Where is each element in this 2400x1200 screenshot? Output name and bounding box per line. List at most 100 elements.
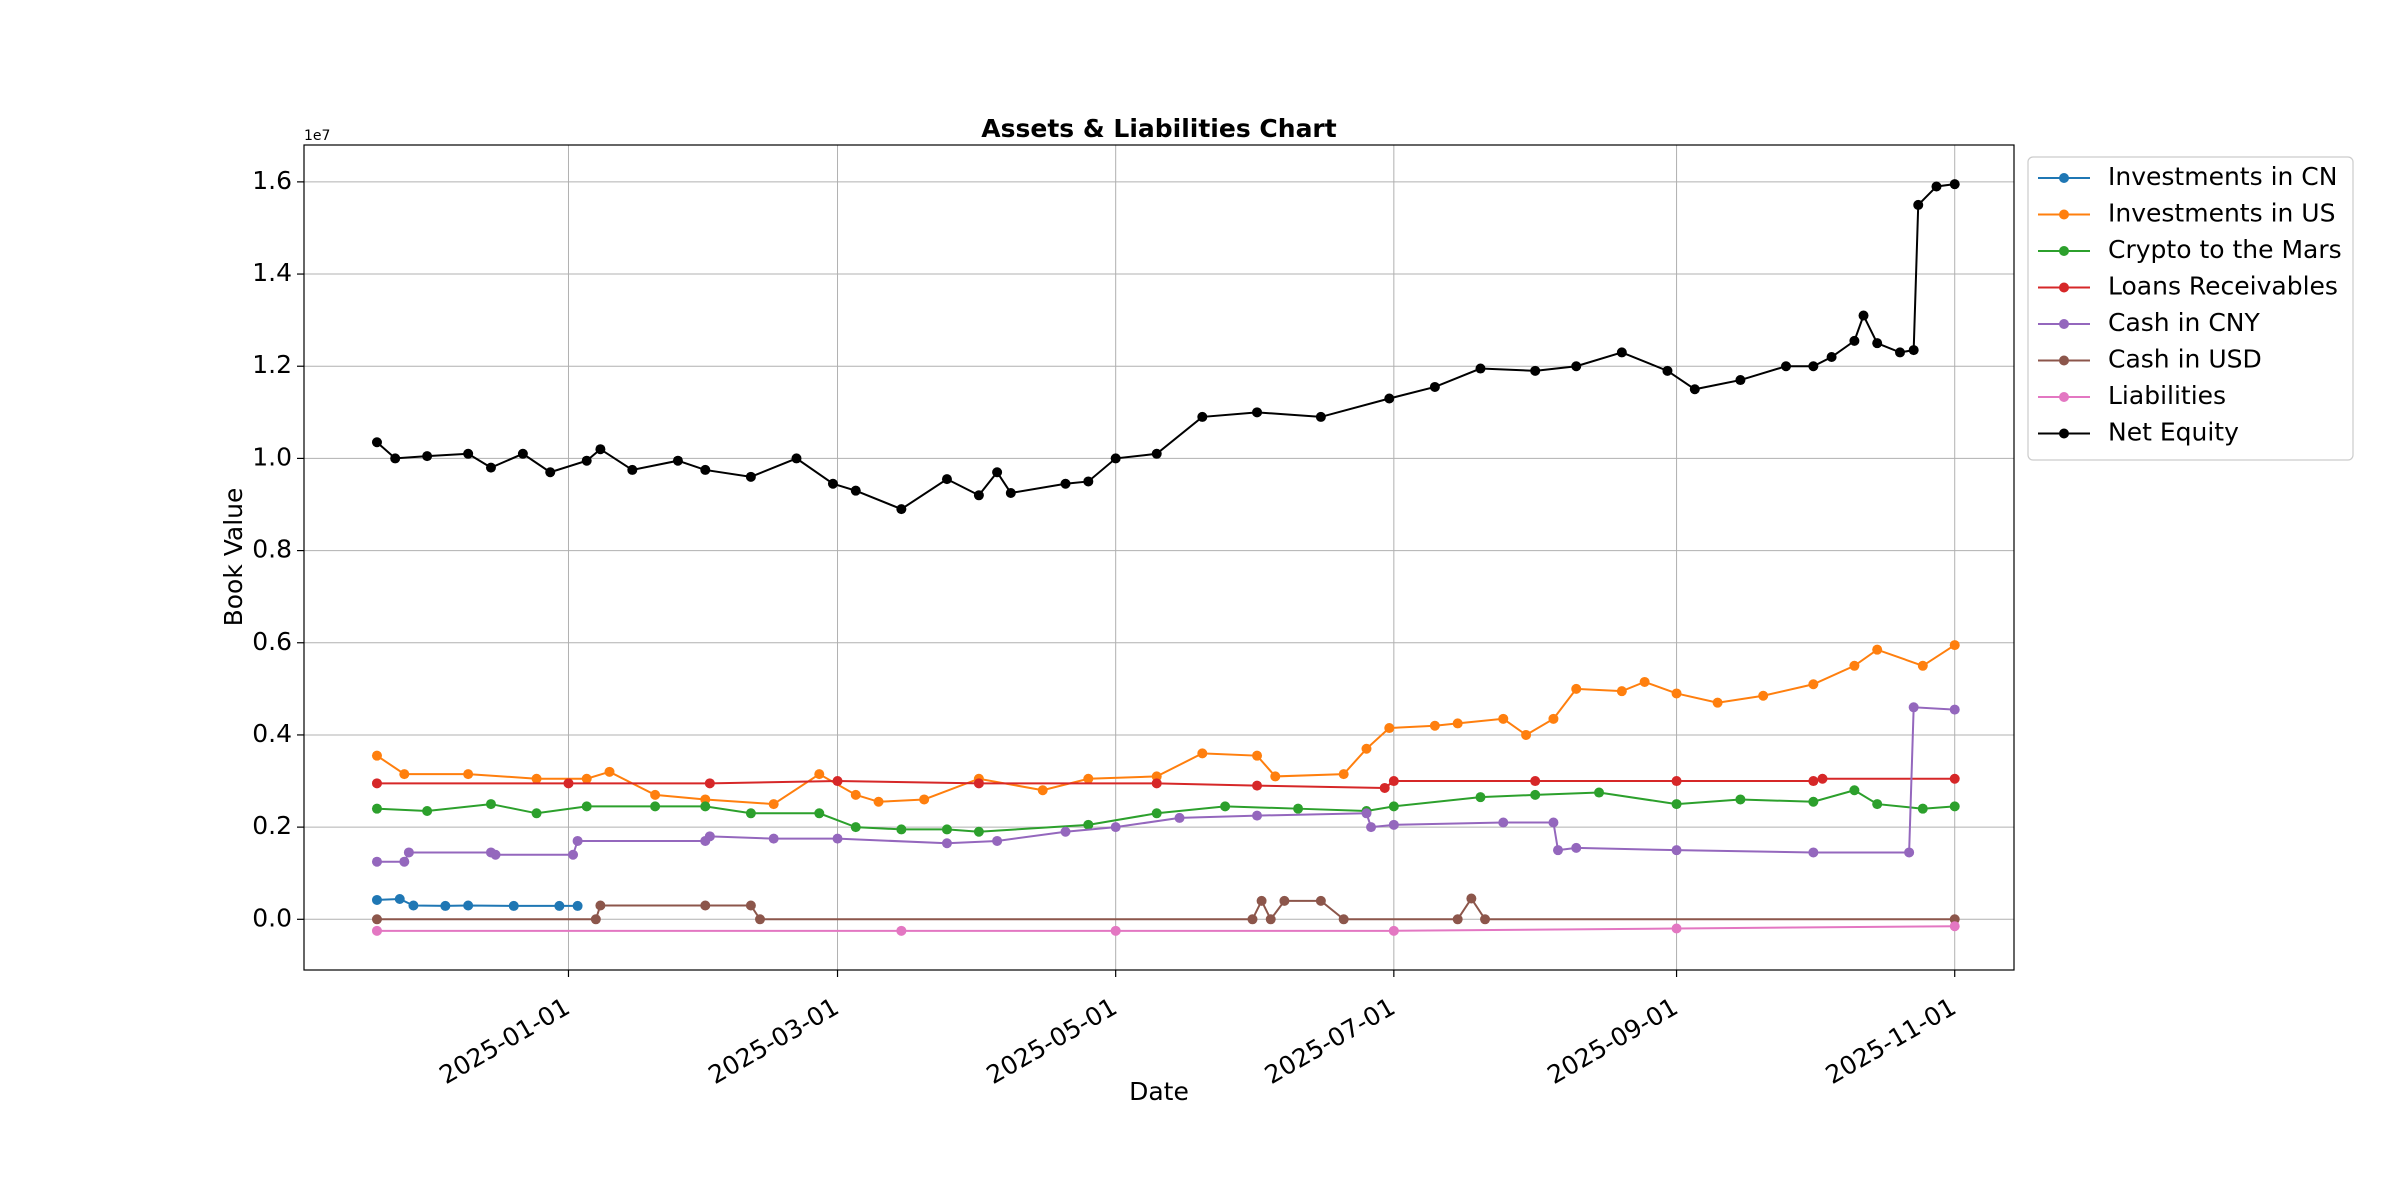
series-loans-receivables — [371, 773, 1960, 793]
data-point — [850, 789, 861, 800]
legend-marker — [2059, 173, 2069, 183]
legend-label: Cash in USD — [2108, 345, 2262, 374]
data-point — [1849, 660, 1860, 671]
data-point — [508, 900, 519, 911]
data-point — [1872, 644, 1883, 655]
data-point — [1429, 720, 1440, 731]
data-point — [704, 831, 715, 842]
data-point — [850, 485, 861, 496]
data-point — [563, 778, 574, 789]
data-point — [768, 833, 779, 844]
data-point — [627, 464, 638, 475]
data-point — [463, 900, 474, 911]
data-point — [390, 453, 401, 464]
data-point — [832, 776, 843, 787]
data-point — [1735, 794, 1746, 805]
series-net-equity — [371, 179, 1960, 515]
series-cash-in-usd — [371, 893, 1960, 925]
data-point — [919, 794, 930, 805]
data-point — [1917, 660, 1928, 671]
legend-label: Net Equity — [2108, 418, 2239, 447]
data-point — [394, 894, 405, 905]
data-point — [791, 453, 802, 464]
x-tick-label: 2025-07-01 — [1260, 992, 1400, 1090]
data-point — [650, 801, 661, 812]
y-tick-label: 0.6 — [252, 627, 292, 656]
data-point — [1808, 361, 1819, 372]
data-point — [1553, 845, 1563, 856]
x-tick-label: 2025-05-01 — [982, 992, 1122, 1090]
data-point — [572, 835, 583, 846]
legend-item: Liabilities — [2038, 381, 2226, 410]
data-point — [408, 900, 419, 911]
plot-frame — [303, 144, 2015, 971]
data-point — [827, 478, 838, 489]
data-point — [1639, 676, 1650, 687]
data-point — [371, 925, 382, 936]
series-investments-in-cn — [371, 894, 583, 911]
data-point — [1571, 361, 1582, 372]
series-line — [376, 789, 1955, 833]
data-point — [1671, 923, 1682, 934]
data-point — [745, 808, 756, 819]
data-point — [1151, 808, 1162, 819]
data-point — [1895, 347, 1905, 358]
data-point — [700, 794, 711, 805]
legend-label: Cash in CNY — [2108, 308, 2260, 337]
data-point — [650, 789, 661, 800]
data-point — [1315, 411, 1326, 422]
data-point — [371, 894, 382, 905]
data-point — [1110, 822, 1121, 833]
data-point — [1293, 803, 1304, 814]
data-point — [1429, 381, 1440, 392]
data-point — [1808, 776, 1819, 787]
data-point — [1949, 914, 1960, 925]
y-tick-label: 0.2 — [252, 811, 292, 840]
data-point — [1480, 914, 1491, 925]
x-tick-label: 2025-09-01 — [1542, 992, 1682, 1090]
data-point — [1671, 845, 1682, 856]
data-point — [572, 900, 583, 911]
data-point — [1388, 819, 1399, 830]
data-point — [399, 856, 410, 867]
data-point — [1338, 914, 1349, 925]
data-point — [1949, 773, 1960, 784]
data-point — [1949, 640, 1960, 651]
data-point — [814, 769, 825, 780]
data-point — [1466, 893, 1477, 904]
data-point — [1872, 799, 1883, 810]
data-point — [1949, 801, 1960, 812]
data-point — [554, 900, 565, 911]
legend-item: Net Equity — [2038, 418, 2239, 447]
data-point — [440, 900, 451, 911]
data-point — [1151, 771, 1162, 782]
chart-title: Assets & Liabilities Chart — [981, 114, 1336, 143]
legend-label: Investments in CN — [2108, 162, 2337, 191]
data-point — [1689, 384, 1700, 395]
data-point — [992, 835, 1003, 846]
data-point — [1931, 181, 1942, 192]
data-point — [896, 824, 907, 835]
data-point — [1151, 778, 1162, 789]
data-point — [1252, 750, 1263, 761]
data-point — [581, 773, 592, 784]
data-point — [973, 778, 984, 789]
series-line — [376, 898, 578, 907]
data-point — [1949, 704, 1960, 715]
legend-marker — [2059, 246, 2069, 256]
legend-item: Crypto to the Mars — [2038, 235, 2342, 264]
data-point — [1384, 723, 1395, 734]
legend-marker — [2059, 282, 2069, 293]
data-point — [704, 778, 715, 789]
data-point — [941, 824, 952, 835]
series-line — [376, 925, 1955, 932]
data-point — [595, 900, 606, 911]
data-point — [1498, 817, 1509, 828]
data-point — [1712, 697, 1723, 708]
y-tick-label: 1.2 — [252, 350, 292, 379]
data-point — [1452, 914, 1463, 925]
data-point — [1037, 785, 1048, 796]
data-point — [1197, 411, 1208, 422]
data-point — [1826, 352, 1837, 363]
